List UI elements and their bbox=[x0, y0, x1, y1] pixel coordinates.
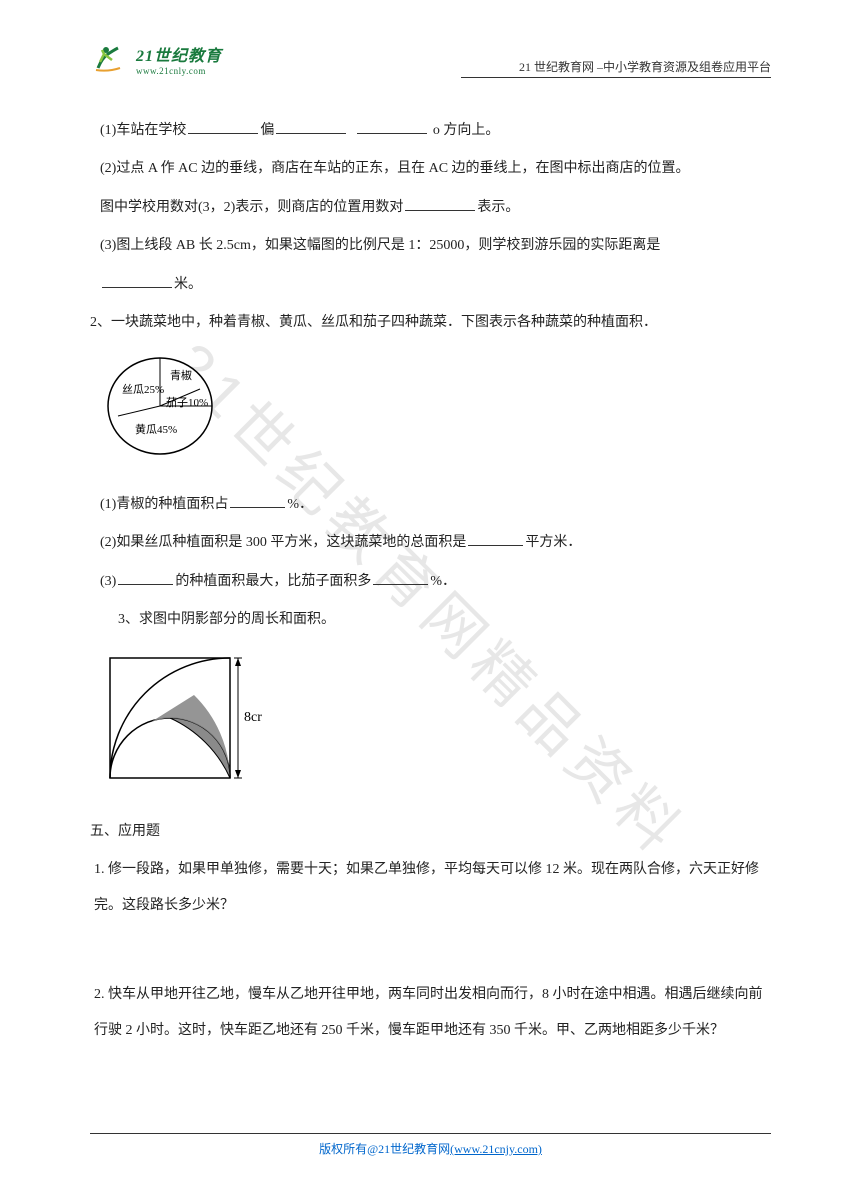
section5-q2: 2. 快车从甲地开往乙地，慢车从乙地开往甲地，两车同时出发相向而行，8 小时在途… bbox=[90, 977, 771, 1050]
footer-link[interactable]: (www.21cnjy.com) bbox=[450, 1142, 542, 1156]
section5-title: 五、应用题 bbox=[90, 814, 771, 850]
q1-3b: 表示。 bbox=[477, 200, 519, 215]
q2-3b: 的种植面积最大，比茄子面积多 bbox=[175, 574, 371, 589]
q2-3c: %． bbox=[430, 574, 456, 589]
blank bbox=[230, 490, 285, 508]
q1-4a: (3)图上线段 AB 长 2.5cm，如果这幅图的比例尺是 1：25000，则学… bbox=[100, 238, 660, 253]
q2-sub3: (3) 的种植面积最大，比茄子面积多 %． bbox=[90, 564, 771, 600]
blank bbox=[468, 528, 523, 546]
blank bbox=[373, 567, 428, 585]
q1-line4: (3)图上线段 AB 长 2.5cm，如果这幅图的比例尺是 1：25000，则学… bbox=[90, 228, 771, 264]
gap bbox=[90, 927, 771, 977]
blank bbox=[405, 193, 475, 211]
footer: 版权所有@21世纪教育网(www.21cnjy.com) bbox=[90, 1133, 771, 1157]
page-container: 21世纪教育 www.21cnly.com 21 世纪教育网 –中小学教育资源及… bbox=[0, 0, 861, 1112]
logo-icon bbox=[90, 40, 128, 78]
svg-text:8cr: 8cr bbox=[244, 710, 262, 725]
content-body: (1)车站在学校 偏 o 方向上。 (2)过点 A 作 AC 边的垂线，商店在车站… bbox=[90, 113, 771, 1050]
q2-3a: (3) bbox=[100, 574, 116, 589]
header: 21世纪教育 www.21cnly.com 21 世纪教育网 –中小学教育资源及… bbox=[90, 40, 771, 83]
svg-text:茄子10%: 茄子10% bbox=[166, 395, 208, 409]
q3-title: 3、求图中阴影部分的周长和面积。 bbox=[90, 602, 771, 638]
q1-line2: (2)过点 A 作 AC 边的垂线，商店在车站的正东，且在 AC 边的垂线上，在… bbox=[90, 151, 771, 187]
svg-text:丝瓜25%: 丝瓜25% bbox=[122, 383, 164, 396]
q1-4b: 米。 bbox=[174, 277, 202, 292]
logo-sub: www.21cnly.com bbox=[136, 66, 222, 76]
blank bbox=[188, 116, 258, 134]
svg-text:青椒: 青椒 bbox=[170, 368, 192, 382]
q1-3a: 图中学校用数对(3，2)表示，则商店的位置用数对 bbox=[100, 200, 403, 215]
q1-1b: 偏 bbox=[260, 123, 274, 138]
blank bbox=[276, 116, 346, 134]
header-right-text: 21 世纪教育网 –中小学教育资源及组卷应用平台 bbox=[461, 58, 771, 78]
q2-sub2: (2)如果丝瓜种植面积是 300 平方米，这块蔬菜地的总面积是 平方米． bbox=[90, 525, 771, 561]
blank bbox=[357, 116, 427, 134]
q1-line4b: 米。 bbox=[90, 267, 771, 303]
q2-2a: (2)如果丝瓜种植面积是 300 平方米，这块蔬菜地的总面积是 bbox=[100, 535, 466, 550]
q2-1a: (1)青椒的种植面积占 bbox=[100, 497, 228, 512]
blank bbox=[102, 270, 172, 288]
section5-q1: 1. 修一段路，如果甲单独修，需要十天；如果乙单独修，平均每天可以修 12 米。… bbox=[90, 852, 771, 925]
shape-figure: 8cr bbox=[100, 648, 771, 803]
q2-intro: 2、一块蔬菜地中，种着青椒、黄瓜、丝瓜和茄子四种蔬菜．下图表示各种蔬菜的种植面积… bbox=[90, 305, 771, 341]
pie-chart: 青椒 丝瓜25% 茄子10% 黄瓜45% bbox=[100, 351, 771, 476]
q1-1a: (1)车站在学校 bbox=[100, 123, 186, 138]
q2-sub1: (1)青椒的种植面积占 %． bbox=[90, 487, 771, 523]
svg-text:黄瓜45%: 黄瓜45% bbox=[135, 422, 177, 436]
q1-1c: o 方向上。 bbox=[433, 123, 500, 138]
q2-1b: %． bbox=[287, 497, 313, 512]
q1-line3: 图中学校用数对(3，2)表示，则商店的位置用数对 表示。 bbox=[90, 190, 771, 226]
blank bbox=[118, 567, 173, 585]
q2-2b: 平方米． bbox=[525, 535, 581, 550]
logo-area: 21世纪教育 www.21cnly.com bbox=[90, 40, 222, 78]
logo-text: 21世纪教育 www.21cnly.com bbox=[136, 42, 222, 76]
logo-title: 21世纪教育 bbox=[136, 42, 222, 66]
q1-line1: (1)车站在学校 偏 o 方向上。 bbox=[90, 113, 771, 149]
footer-text-a: 版权所有@21世纪教育网 bbox=[319, 1142, 450, 1156]
